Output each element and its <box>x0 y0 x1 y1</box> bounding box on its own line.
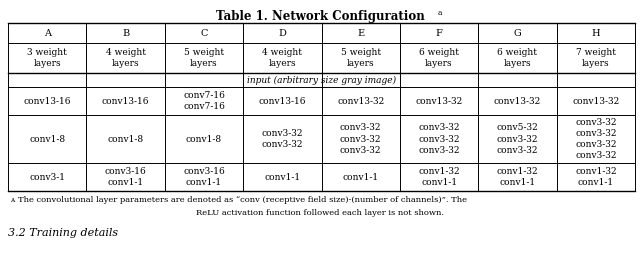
Text: 3.2 Training details: 3.2 Training details <box>8 228 118 238</box>
Text: 6 weight
layers: 6 weight layers <box>497 48 538 68</box>
Text: conv3-32
conv3-32
conv3-32: conv3-32 conv3-32 conv3-32 <box>340 123 381 155</box>
Text: conv13-32: conv13-32 <box>415 97 463 106</box>
Text: conv13-16: conv13-16 <box>102 97 149 106</box>
Text: conv13-32: conv13-32 <box>337 97 384 106</box>
Text: conv3-16
conv1-1: conv3-16 conv1-1 <box>183 167 225 187</box>
Text: conv1-8: conv1-8 <box>108 134 143 144</box>
Text: a: a <box>438 9 442 17</box>
Text: conv13-16: conv13-16 <box>259 97 306 106</box>
Text: G: G <box>513 29 522 37</box>
Text: conv3-1: conv3-1 <box>29 172 65 182</box>
Text: conv3-32
conv3-32: conv3-32 conv3-32 <box>262 129 303 149</box>
Text: conv3-32
conv3-32
conv3-32
conv3-32: conv3-32 conv3-32 conv3-32 conv3-32 <box>575 118 616 160</box>
Text: conv1-32
conv1-1: conv1-32 conv1-1 <box>419 167 460 187</box>
Text: A: A <box>44 29 51 37</box>
Text: D: D <box>278 29 286 37</box>
Text: ᴀ: ᴀ <box>10 196 14 204</box>
Text: H: H <box>591 29 600 37</box>
Text: conv7-16
conv7-16: conv7-16 conv7-16 <box>183 91 225 111</box>
Text: Table 1. Network Configuration: Table 1. Network Configuration <box>216 10 424 23</box>
Text: conv5-32
conv3-32
conv3-32: conv5-32 conv3-32 conv3-32 <box>497 123 538 155</box>
Text: F: F <box>436 29 442 37</box>
Text: conv1-8: conv1-8 <box>186 134 222 144</box>
Text: 5 weight
layers: 5 weight layers <box>340 48 381 68</box>
Text: ReLU activation function followed each layer is not shown.: ReLU activation function followed each l… <box>196 209 444 217</box>
Text: 6 weight
layers: 6 weight layers <box>419 48 459 68</box>
Text: The convolutional layer parameters are denoted as “conv (receptive field size)-(: The convolutional layer parameters are d… <box>18 196 467 204</box>
Text: 7 weight
layers: 7 weight layers <box>576 48 616 68</box>
Text: conv1-32
conv1-1: conv1-32 conv1-1 <box>497 167 538 187</box>
Text: C: C <box>200 29 207 37</box>
Text: conv13-16: conv13-16 <box>24 97 71 106</box>
Text: 5 weight
layers: 5 weight layers <box>184 48 224 68</box>
Text: conv13-32: conv13-32 <box>572 97 620 106</box>
Text: E: E <box>357 29 364 37</box>
Text: conv1-32
conv1-1: conv1-32 conv1-1 <box>575 167 616 187</box>
Text: conv3-32
conv3-32
conv3-32: conv3-32 conv3-32 conv3-32 <box>419 123 460 155</box>
Text: 3 weight
layers: 3 weight layers <box>28 48 67 68</box>
Text: 4 weight
layers: 4 weight layers <box>262 48 302 68</box>
Text: conv1-1: conv1-1 <box>264 172 300 182</box>
Text: conv13-32: conv13-32 <box>494 97 541 106</box>
Text: conv1-1: conv1-1 <box>342 172 379 182</box>
Text: conv3-16
conv1-1: conv3-16 conv1-1 <box>105 167 147 187</box>
Text: B: B <box>122 29 129 37</box>
Text: 4 weight
layers: 4 weight layers <box>106 48 145 68</box>
Text: input (arbitrary size gray image): input (arbitrary size gray image) <box>247 75 396 85</box>
Text: conv1-8: conv1-8 <box>29 134 65 144</box>
